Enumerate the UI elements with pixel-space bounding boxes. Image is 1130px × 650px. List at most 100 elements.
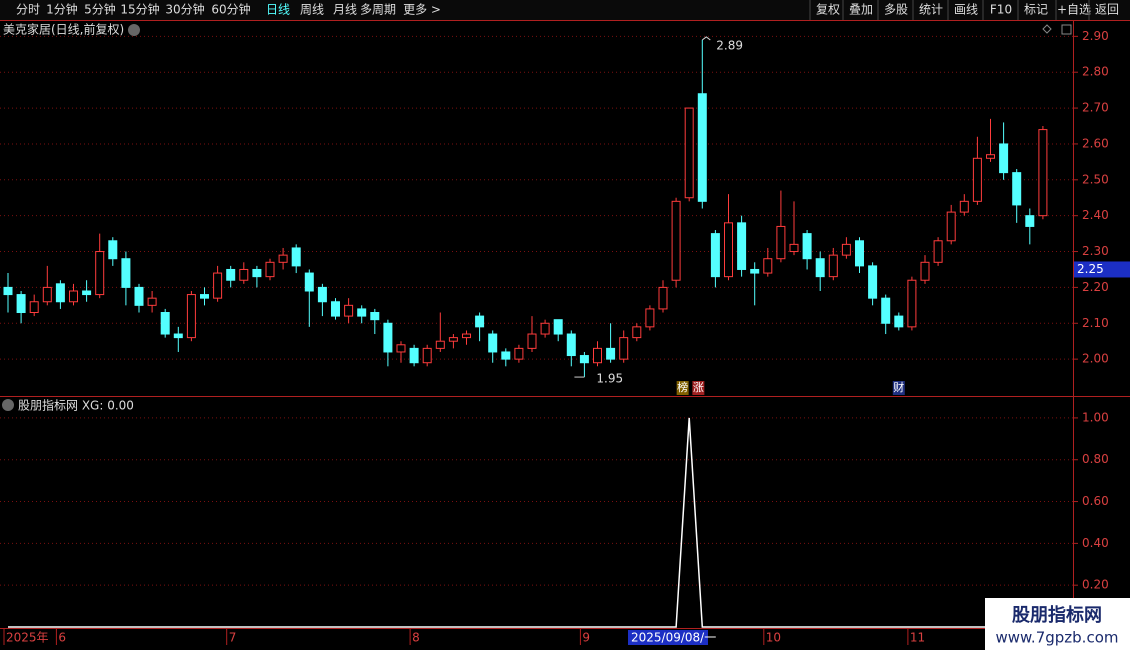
- candle-body: [239, 268, 249, 281]
- y-tick-label: 0.80: [1082, 452, 1109, 466]
- toolbar-item[interactable]: 60分钟: [211, 2, 250, 17]
- candle-body: [331, 301, 340, 317]
- candle-body: [514, 347, 524, 360]
- candle-body: [972, 157, 982, 202]
- candle-body: [697, 93, 707, 202]
- y-tick-label: 2.20: [1082, 280, 1109, 294]
- candle-body: [593, 347, 602, 364]
- candle-body: [881, 297, 891, 324]
- toolbar-item[interactable]: 画线: [954, 3, 978, 17]
- candle-body: [632, 326, 642, 339]
- event-tag-bg: [692, 381, 705, 395]
- toolbar-item[interactable]: 1分钟: [46, 2, 78, 17]
- x-tick-label: 2025年: [6, 631, 49, 645]
- event-tag: 榜: [677, 380, 688, 394]
- candle-body: [121, 258, 131, 288]
- candle-body: [370, 312, 380, 321]
- y-tick-label: 2.50: [1082, 172, 1109, 186]
- toolbar-item[interactable]: 叠加: [849, 3, 873, 17]
- x-tick-label: 11: [910, 631, 925, 645]
- toolbar-item[interactable]: 返回: [1095, 3, 1119, 17]
- candle-body: [200, 294, 209, 299]
- candle-body: [422, 347, 432, 364]
- panel-icon[interactable]: [1061, 24, 1072, 35]
- candle-body: [553, 319, 563, 335]
- y-tick-label: 2.10: [1082, 316, 1109, 330]
- y-tick-label: 2.70: [1082, 101, 1109, 115]
- candle-body: [1025, 215, 1035, 227]
- toolbar-item[interactable]: 复权: [816, 3, 840, 17]
- candle-body: [344, 304, 354, 317]
- toolbar-item[interactable]: 周线: [300, 3, 324, 17]
- chart-title: 美克家居(日线,前复权): [3, 22, 124, 37]
- x-tick-label: 10: [766, 631, 781, 645]
- min-label: 1.95: [596, 372, 623, 386]
- candle-body: [619, 337, 629, 360]
- candle-body: [658, 286, 668, 310]
- event-tag-bg: [892, 381, 905, 395]
- y-tick-label: 2.90: [1082, 29, 1109, 43]
- event-tag: 财: [893, 380, 904, 394]
- candle-body: [173, 333, 183, 339]
- toolbar-item[interactable]: 30分钟: [165, 2, 204, 17]
- candle-body: [186, 294, 196, 339]
- candle-body: [501, 351, 511, 360]
- x-tick-label: 7: [229, 631, 237, 645]
- event-tag: 涨: [693, 381, 704, 394]
- candle-body: [946, 211, 956, 242]
- candle-body: [488, 333, 498, 353]
- toolbar-item[interactable]: 15分钟: [120, 2, 159, 17]
- indicator-line: [8, 417, 1043, 628]
- candle-body: [108, 240, 118, 260]
- toolbar-item[interactable]: 统计: [919, 3, 943, 17]
- last-price-box: [1074, 261, 1130, 278]
- toolbar-item[interactable]: 多周期: [360, 3, 396, 17]
- candle-body: [802, 233, 812, 260]
- candle-body: [750, 268, 760, 274]
- candle-body: [986, 154, 995, 159]
- candle-body: [147, 297, 157, 306]
- toolbar-item[interactable]: 5分钟: [84, 2, 116, 17]
- max-label: 2.89: [716, 38, 743, 52]
- y-tick-label: 2.60: [1082, 136, 1109, 150]
- toolbar-item[interactable]: 更多 >: [403, 3, 441, 17]
- candle-body: [278, 254, 288, 263]
- candle-body: [841, 243, 851, 256]
- candle-body: [684, 107, 694, 199]
- candle-body: [606, 347, 616, 360]
- candle-body: [828, 254, 838, 278]
- toolbar-item[interactable]: 日线: [266, 3, 290, 17]
- toolbar-item[interactable]: 标记: [1024, 3, 1048, 17]
- dropdown-icon[interactable]: [128, 24, 140, 36]
- candle-body: [3, 286, 13, 296]
- dropdown-icon[interactable]: [2, 399, 14, 411]
- toolbar-item[interactable]: +自选: [1057, 3, 1091, 17]
- candle-body: [29, 301, 39, 314]
- toolbar-item[interactable]: 月线: [333, 3, 357, 17]
- candle-body: [907, 279, 917, 328]
- x-tick-label: 6: [58, 631, 66, 645]
- panel-icon[interactable]: [1042, 24, 1052, 34]
- candle-body: [933, 240, 943, 263]
- toolbar-item[interactable]: F10: [990, 3, 1012, 17]
- candle-body: [527, 333, 537, 349]
- y-tick-label: 2.00: [1082, 352, 1109, 366]
- y-tick-label: 2.30: [1082, 244, 1109, 258]
- candle-body: [920, 261, 930, 281]
- y-tick-label: 1.00: [1082, 410, 1109, 424]
- candle-body: [763, 258, 773, 274]
- candle-body: [160, 312, 170, 335]
- candle-body: [265, 261, 275, 278]
- candle-body: [999, 143, 1009, 174]
- candle-body: [1038, 129, 1048, 217]
- candle-body: [855, 240, 864, 267]
- toolbar-item[interactable]: 分时: [16, 3, 40, 17]
- candle-body: [82, 290, 92, 296]
- candle-body: [134, 286, 144, 306]
- candle-body: [475, 315, 485, 328]
- toolbar-item[interactable]: 多股: [884, 3, 908, 17]
- candle-body: [226, 268, 236, 281]
- cursor-date: 2025/09/08/一: [631, 631, 716, 645]
- candle-body: [95, 251, 105, 296]
